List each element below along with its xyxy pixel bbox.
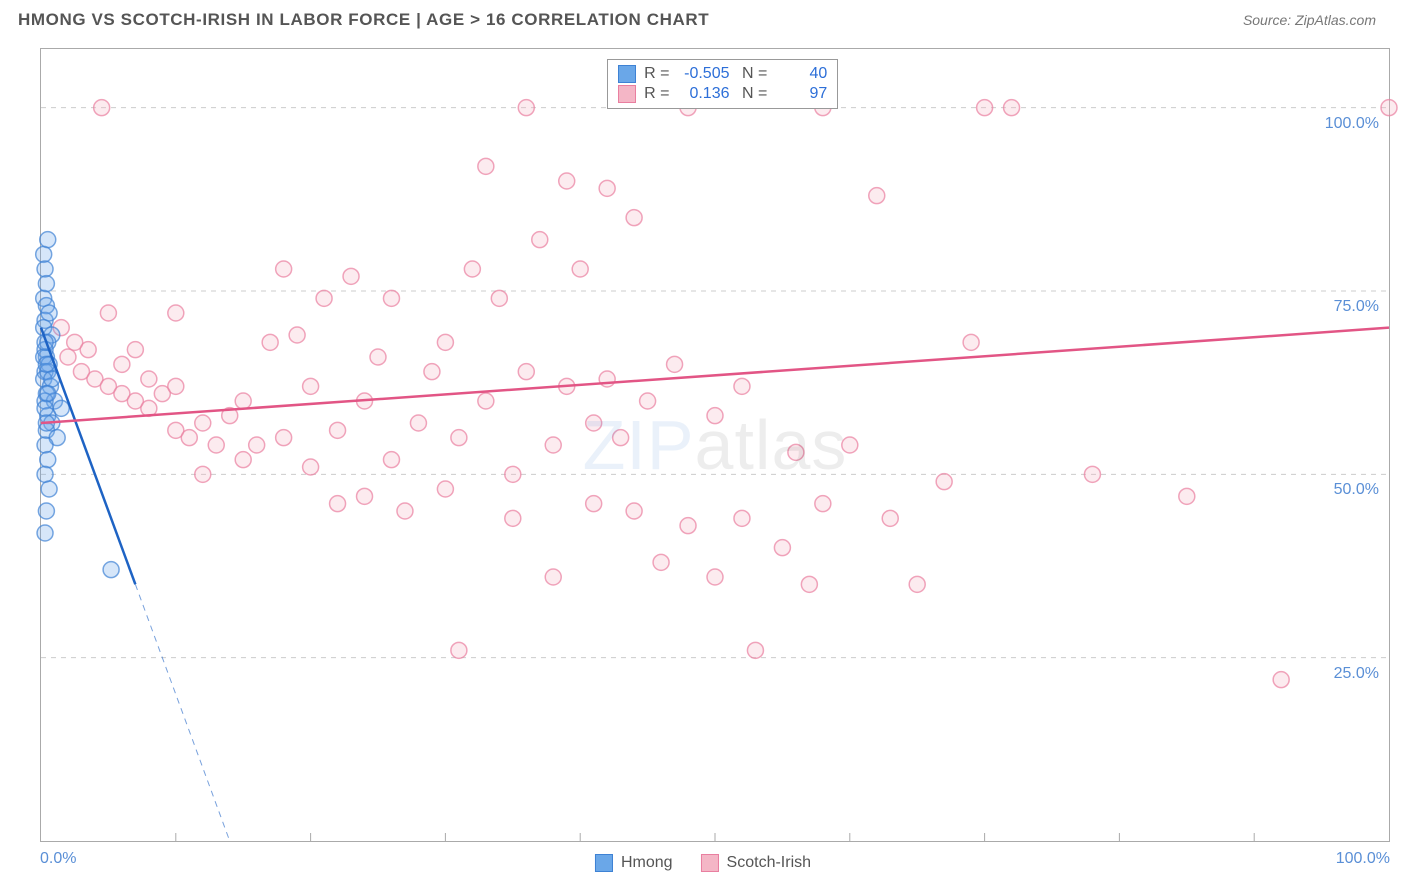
source-attribution: Source: ZipAtlas.com	[1243, 12, 1376, 28]
scatter-plot-svg	[41, 49, 1389, 841]
chart-title: HMONG VS SCOTCH-IRISH IN LABOR FORCE | A…	[18, 10, 709, 30]
hmong-swatch-icon	[595, 854, 613, 872]
hmong-r-value: -0.505	[678, 65, 730, 83]
hmong-swatch	[618, 65, 636, 83]
scotch-irish-r-value: 0.136	[678, 85, 730, 103]
legend-row-scotch-irish: R = 0.136 N = 97	[618, 84, 827, 104]
y-tick-label: 25.0%	[1334, 665, 1379, 683]
correlation-legend: R = -0.505 N = 40 R = 0.136 N = 97	[607, 59, 838, 109]
hmong-n-value: 40	[775, 65, 827, 83]
legend-label: Scotch-Irish	[727, 854, 811, 872]
x-axis-min-label: 0.0%	[40, 850, 76, 868]
legend-item-scotch-irish: Scotch-Irish	[701, 854, 811, 872]
y-tick-label: 100.0%	[1325, 115, 1379, 133]
scotch-irish-swatch	[618, 85, 636, 103]
chart-plot-area: ZIPatlas R = -0.505 N = 40 R = 0.136 N =…	[40, 48, 1390, 842]
scotch-irish-n-value: 97	[775, 85, 827, 103]
scotch-irish-swatch-icon	[701, 854, 719, 872]
series-legend: Hmong Scotch-Irish	[595, 854, 811, 872]
y-tick-label: 75.0%	[1334, 298, 1379, 316]
legend-item-hmong: Hmong	[595, 854, 673, 872]
x-axis-max-label: 100.0%	[1336, 850, 1390, 868]
y-tick-label: 50.0%	[1334, 481, 1379, 499]
legend-row-hmong: R = -0.505 N = 40	[618, 64, 827, 84]
legend-label: Hmong	[621, 854, 673, 872]
